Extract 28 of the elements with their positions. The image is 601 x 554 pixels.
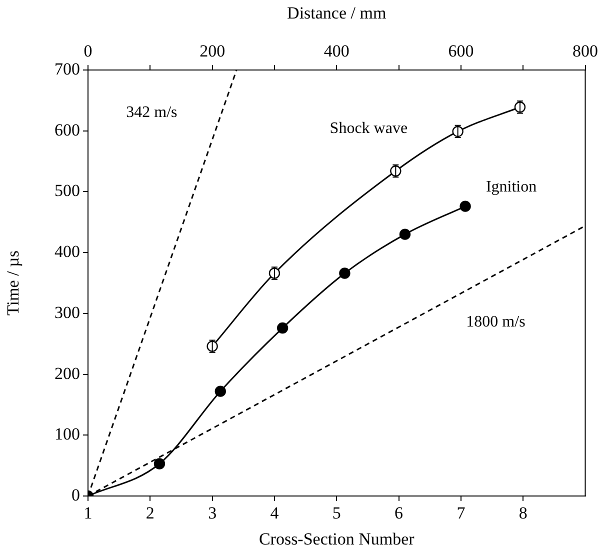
x2-axis-title: Distance / mm: [287, 4, 386, 23]
x-tick-label: 6: [394, 504, 404, 523]
y-tick-label: 700: [54, 59, 80, 78]
x-tick-label: 7: [456, 504, 466, 523]
x-tick-label: 3: [208, 504, 217, 523]
y-tick-label: 0: [72, 485, 80, 504]
series-label: Shock wave: [330, 120, 408, 138]
y-tick-label: 100: [54, 424, 80, 444]
x-axis-title: Cross-Section Number: [258, 529, 415, 548]
x2-tick-label: 600: [448, 41, 474, 60]
x-tick-label: 1: [84, 504, 92, 523]
y-tick-label: 500: [54, 181, 80, 200]
y-tick-label: 200: [54, 364, 80, 383]
x-tick-label: 5: [332, 504, 341, 523]
y-tick-label: 300: [54, 302, 80, 322]
annotation: 1800 m/s: [466, 314, 526, 331]
y-axis-title: Time / µs: [4, 250, 23, 316]
x2-tick-label: 200: [200, 41, 226, 60]
x-tick-label: 2: [146, 504, 154, 523]
series-label: Ignition: [486, 178, 537, 196]
y-tick-label: 600: [54, 120, 80, 140]
y-tick-label: 400: [54, 242, 80, 262]
x2-tick-label: 0: [84, 41, 92, 60]
x2-tick-label: 400: [324, 41, 350, 60]
x-tick-label: 4: [270, 504, 280, 523]
x-tick-label: 8: [518, 504, 528, 523]
x2-tick-label: 800: [572, 41, 598, 60]
annotation: 342 m/s: [126, 104, 178, 121]
